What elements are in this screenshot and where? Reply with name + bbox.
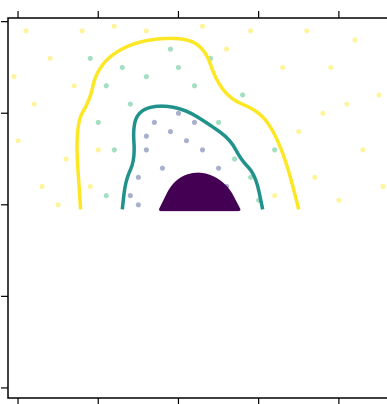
scatter-point: [127, 101, 133, 107]
scatter-point: [39, 183, 45, 190]
scatter-point: [280, 64, 286, 71]
scatter-point: [248, 28, 254, 34]
scatter-point: [215, 165, 222, 171]
scatter-point: [143, 133, 149, 139]
scatter-point: [87, 183, 93, 190]
scatter-point: [167, 128, 174, 135]
scatter-point: [143, 147, 149, 153]
scatter-point: [111, 147, 117, 153]
scatter-point: [336, 197, 342, 203]
scatter-point: [47, 55, 53, 61]
scatter-point: [376, 92, 382, 98]
scatter-point: [272, 193, 278, 199]
scatter-point: [143, 28, 149, 34]
scatter-point: [95, 119, 101, 125]
scatter-point: [71, 83, 77, 89]
scatter-point: [328, 64, 334, 71]
scatter-point: [23, 28, 29, 34]
scatter-point: [87, 55, 93, 61]
scatter-point: [215, 119, 222, 125]
scatter-point: [320, 110, 326, 116]
contour-line: [75, 36, 301, 210]
scatter-point: [79, 28, 85, 34]
scatter-point: [143, 74, 149, 80]
scatter-point: [151, 119, 157, 125]
scatter-point: [159, 165, 166, 171]
scatter-point: [111, 23, 117, 29]
scatter-point: [135, 174, 141, 180]
scatter-point: [312, 174, 318, 180]
scatter-point: [63, 156, 69, 162]
scatter-point: [167, 46, 174, 52]
scatter-point: [175, 64, 182, 71]
scatter-point: [344, 101, 350, 107]
scatter-point: [55, 202, 61, 208]
scatter-point: [304, 28, 310, 34]
scatter-point: [103, 193, 109, 199]
scatter-point: [223, 46, 230, 52]
scatter-point: [191, 119, 198, 125]
scatter-point: [240, 92, 246, 98]
scatter-point: [119, 64, 125, 71]
scatter-point: [135, 202, 141, 208]
scatter-point: [183, 138, 190, 144]
contour-line: [120, 104, 265, 210]
scatter-point: [11, 74, 17, 80]
scatter-point: [127, 193, 133, 199]
scatter-point: [248, 174, 254, 180]
scatter-point: [199, 147, 206, 153]
scatter-point: [296, 128, 302, 135]
scatter-point: [15, 138, 21, 144]
axes-frame: [7, 17, 387, 399]
scatter-point: [191, 83, 198, 89]
scatter-point: [360, 147, 366, 153]
scatter-point: [31, 101, 37, 107]
scatter-point: [95, 147, 101, 153]
contour-line: [159, 172, 241, 212]
scatter-point: [199, 23, 206, 29]
scatter-point: [352, 37, 358, 43]
scatter-point: [272, 147, 278, 153]
scatter-point: [103, 83, 109, 89]
scatter-point: [380, 183, 386, 190]
scatter-point: [231, 156, 238, 162]
scatter-point: [175, 110, 182, 116]
